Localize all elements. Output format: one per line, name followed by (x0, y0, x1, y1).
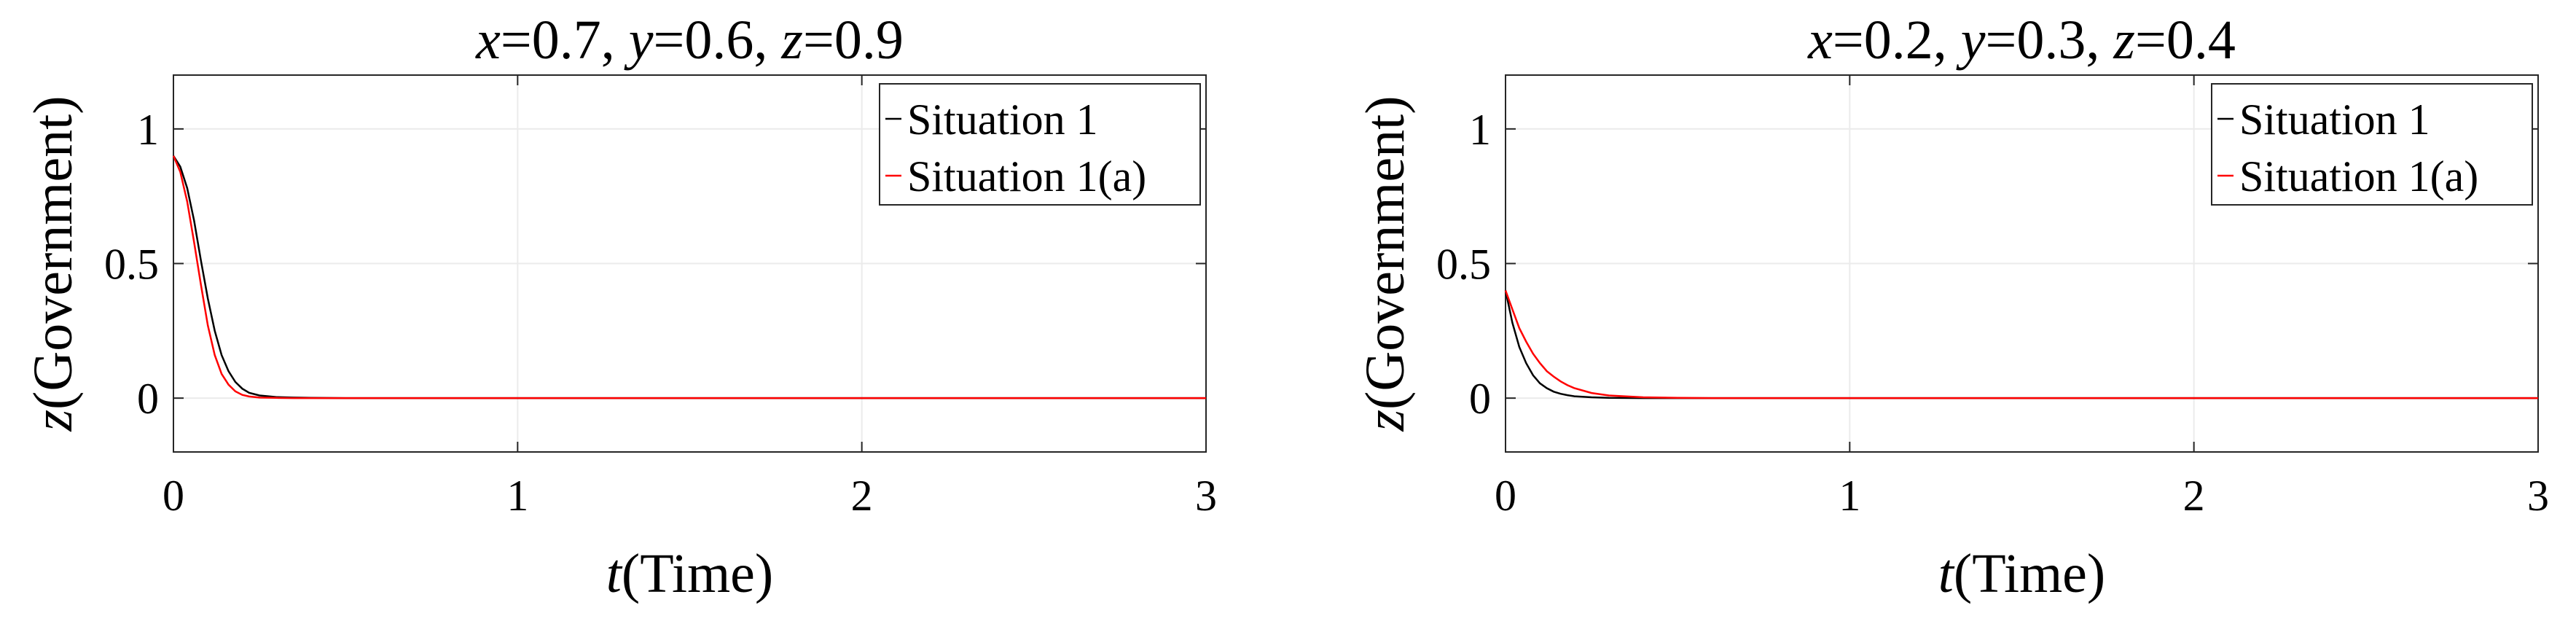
y-tick-label: 0 (1469, 375, 1491, 423)
y-tick-label: 0 (137, 375, 159, 423)
series-line-2 (172, 155, 1206, 399)
x-axis-label: t(Time) (1938, 543, 2105, 604)
title-z-symbol: z (2113, 9, 2135, 71)
y-axis-symbol: z (1355, 410, 1416, 432)
legend-label-2: Situation 1(a) (907, 152, 1146, 200)
title-x-symbol: x (1807, 9, 1833, 71)
title-y-symbol: y (624, 9, 654, 71)
title-y-value: =0.3, (1986, 9, 2114, 71)
y-tick-label: 1 (1469, 106, 1491, 154)
chart-title: x=0.7, y=0.6, z=0.9 (475, 9, 904, 71)
legend: Situation 1 Situation 1(a) (879, 83, 1201, 206)
title-x-symbol: x (475, 9, 501, 71)
x-tick-label: 1 (1839, 472, 1860, 520)
title-z-symbol: z (780, 9, 803, 71)
x-axis-text: (Time) (622, 543, 773, 604)
legend-box (879, 83, 1201, 206)
title-z-value: =0.4 (2135, 9, 2236, 71)
x-axis-symbol: t (606, 543, 623, 604)
legend-label-1: Situation 1 (907, 95, 1098, 144)
x-tick-label: 3 (2527, 472, 2549, 520)
legend-label-1: Situation 1 (2239, 95, 2430, 144)
x-tick-label: 0 (1495, 472, 1516, 520)
y-axis-text: (Government) (23, 95, 84, 410)
y-tick-label: 0.5 (104, 241, 159, 289)
x-axis-symbol: t (1938, 543, 1955, 604)
x-tick-label: 0 (163, 472, 184, 520)
legend: Situation 1 Situation 1(a) (2211, 83, 2533, 206)
chart-panel-2: 0 1 2 300.51x=0.2, y=0.3, z=0.4t(Time)z(Gov… (1355, 9, 2549, 604)
y-axis-symbol: z (23, 410, 84, 432)
x-axis-text: (Time) (1954, 543, 2105, 604)
title-x-value: =0.2, (1833, 9, 1961, 71)
title-y-symbol: y (1956, 9, 1986, 71)
x-tick-label: 3 (1195, 472, 1217, 520)
series-line-2 (1504, 289, 2538, 399)
chart-panel-1: 0 1 2 300.51x=0.7, y=0.6, z=0.9t(Time)z(Gov… (23, 9, 1217, 604)
x-axis-label: t(Time) (606, 543, 773, 604)
y-axis-label: z(Government) (23, 95, 84, 432)
legend-box (2211, 83, 2533, 206)
y-tick-label: 0.5 (1436, 241, 1491, 289)
title-z-value: =0.9 (803, 9, 904, 71)
chart-title: x=0.2, y=0.3, z=0.4 (1807, 9, 2236, 71)
y-axis-text: (Government) (1355, 95, 1416, 410)
y-tick-label: 1 (137, 106, 159, 154)
title-y-value: =0.6, (654, 9, 782, 71)
x-tick-label: 1 (506, 472, 528, 520)
x-tick-label: 2 (851, 472, 873, 520)
title-x-value: =0.7, (501, 9, 629, 71)
legend-label-2: Situation 1(a) (2239, 152, 2478, 200)
x-tick-label: 2 (2183, 472, 2205, 520)
y-axis-label: z(Government) (1355, 95, 1416, 432)
